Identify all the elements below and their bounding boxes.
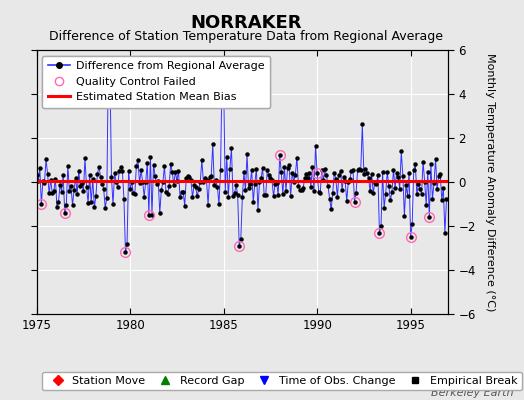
Text: Difference of Station Temperature Data from Regional Average: Difference of Station Temperature Data f… xyxy=(49,30,443,43)
Legend: Difference from Regional Average, Quality Control Failed, Estimated Station Mean: Difference from Regional Average, Qualit… xyxy=(42,56,270,108)
Legend: Station Move, Record Gap, Time of Obs. Change, Empirical Break: Station Move, Record Gap, Time of Obs. C… xyxy=(42,372,522,390)
Text: Berkeley Earth: Berkeley Earth xyxy=(431,388,514,398)
Y-axis label: Monthly Temperature Anomaly Difference (°C): Monthly Temperature Anomaly Difference (… xyxy=(485,53,495,311)
Text: NORRAKER: NORRAKER xyxy=(191,14,302,32)
